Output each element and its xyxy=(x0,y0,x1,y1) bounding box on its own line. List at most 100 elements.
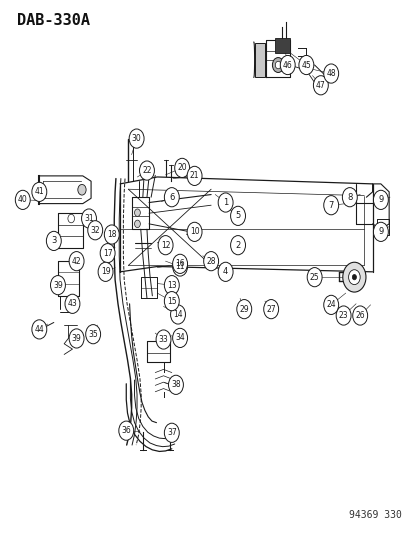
Text: 21: 21 xyxy=(190,172,199,180)
Text: 15: 15 xyxy=(166,297,176,305)
Text: 5: 5 xyxy=(235,212,240,220)
Circle shape xyxy=(236,300,251,319)
Circle shape xyxy=(139,161,154,180)
Circle shape xyxy=(172,328,187,348)
Circle shape xyxy=(174,158,189,177)
Text: 42: 42 xyxy=(71,257,81,265)
Text: 13: 13 xyxy=(166,281,176,289)
Circle shape xyxy=(85,325,100,344)
Circle shape xyxy=(373,190,387,209)
Circle shape xyxy=(134,209,140,216)
Circle shape xyxy=(187,222,202,241)
Polygon shape xyxy=(275,38,289,53)
Text: 34: 34 xyxy=(175,334,185,342)
Circle shape xyxy=(335,306,350,325)
Text: 32: 32 xyxy=(90,226,100,235)
Circle shape xyxy=(263,300,278,319)
Text: 33: 33 xyxy=(158,335,168,344)
Circle shape xyxy=(15,190,30,209)
Circle shape xyxy=(98,262,113,281)
Circle shape xyxy=(78,184,86,195)
Text: 48: 48 xyxy=(325,69,335,78)
Text: 2: 2 xyxy=(235,241,240,249)
Circle shape xyxy=(203,252,218,271)
Text: 47: 47 xyxy=(315,81,325,90)
Circle shape xyxy=(187,166,202,185)
Text: DAB-330A: DAB-330A xyxy=(17,13,89,28)
Text: 16: 16 xyxy=(175,260,185,268)
Circle shape xyxy=(172,257,187,276)
Text: 41: 41 xyxy=(34,188,44,196)
Text: 43: 43 xyxy=(67,300,77,308)
Circle shape xyxy=(323,295,338,314)
Circle shape xyxy=(81,209,96,228)
Circle shape xyxy=(129,129,144,148)
Circle shape xyxy=(351,274,356,280)
Text: 36: 36 xyxy=(121,426,131,435)
Text: 3: 3 xyxy=(51,237,56,245)
Circle shape xyxy=(164,292,179,311)
Text: 29: 29 xyxy=(239,305,249,313)
Circle shape xyxy=(272,58,283,72)
Text: 28: 28 xyxy=(206,257,215,265)
Text: 40: 40 xyxy=(18,196,28,204)
Text: 46: 46 xyxy=(282,61,292,69)
Circle shape xyxy=(230,206,245,225)
Text: 19: 19 xyxy=(100,268,110,276)
Text: 45: 45 xyxy=(301,61,311,69)
Text: 18: 18 xyxy=(107,230,116,239)
Circle shape xyxy=(313,76,328,95)
Circle shape xyxy=(298,55,313,75)
Text: 9: 9 xyxy=(377,196,382,204)
Text: 37: 37 xyxy=(166,429,176,437)
Circle shape xyxy=(342,188,356,207)
Text: 7: 7 xyxy=(328,201,333,209)
Circle shape xyxy=(280,55,294,75)
Text: 14: 14 xyxy=(173,310,183,319)
Circle shape xyxy=(275,61,280,69)
Text: 38: 38 xyxy=(171,381,180,389)
Circle shape xyxy=(172,254,187,273)
Circle shape xyxy=(323,64,338,83)
Text: 39: 39 xyxy=(53,281,63,289)
Text: 35: 35 xyxy=(88,330,98,338)
Polygon shape xyxy=(254,43,264,77)
Circle shape xyxy=(69,252,84,271)
Text: 8: 8 xyxy=(347,193,351,201)
Text: 22: 22 xyxy=(142,166,151,175)
Circle shape xyxy=(65,294,80,313)
Circle shape xyxy=(32,320,47,339)
Circle shape xyxy=(218,262,233,281)
Text: 30: 30 xyxy=(131,134,141,143)
Circle shape xyxy=(119,421,133,440)
Text: 11: 11 xyxy=(175,262,184,271)
Text: 9: 9 xyxy=(377,228,382,236)
Text: 12: 12 xyxy=(161,241,170,249)
Circle shape xyxy=(69,329,84,348)
Text: 31: 31 xyxy=(84,214,94,223)
Text: 24: 24 xyxy=(325,301,335,309)
Text: 20: 20 xyxy=(177,164,187,172)
Circle shape xyxy=(306,268,321,287)
Circle shape xyxy=(104,225,119,244)
Text: 10: 10 xyxy=(189,228,199,236)
Circle shape xyxy=(170,305,185,324)
Circle shape xyxy=(68,214,74,223)
Circle shape xyxy=(218,193,233,212)
Text: 26: 26 xyxy=(354,311,364,320)
Circle shape xyxy=(88,221,102,240)
Circle shape xyxy=(352,306,367,325)
Circle shape xyxy=(168,375,183,394)
Circle shape xyxy=(50,276,65,295)
Text: 27: 27 xyxy=(266,305,275,313)
Text: 23: 23 xyxy=(338,311,348,320)
Circle shape xyxy=(156,330,171,349)
Text: 6: 6 xyxy=(169,193,174,201)
Text: 25: 25 xyxy=(309,273,319,281)
Circle shape xyxy=(158,236,173,255)
Text: 94369 330: 94369 330 xyxy=(348,510,401,520)
Text: 4: 4 xyxy=(223,268,228,276)
Circle shape xyxy=(32,182,47,201)
Text: 44: 44 xyxy=(34,325,44,334)
Circle shape xyxy=(230,236,245,255)
